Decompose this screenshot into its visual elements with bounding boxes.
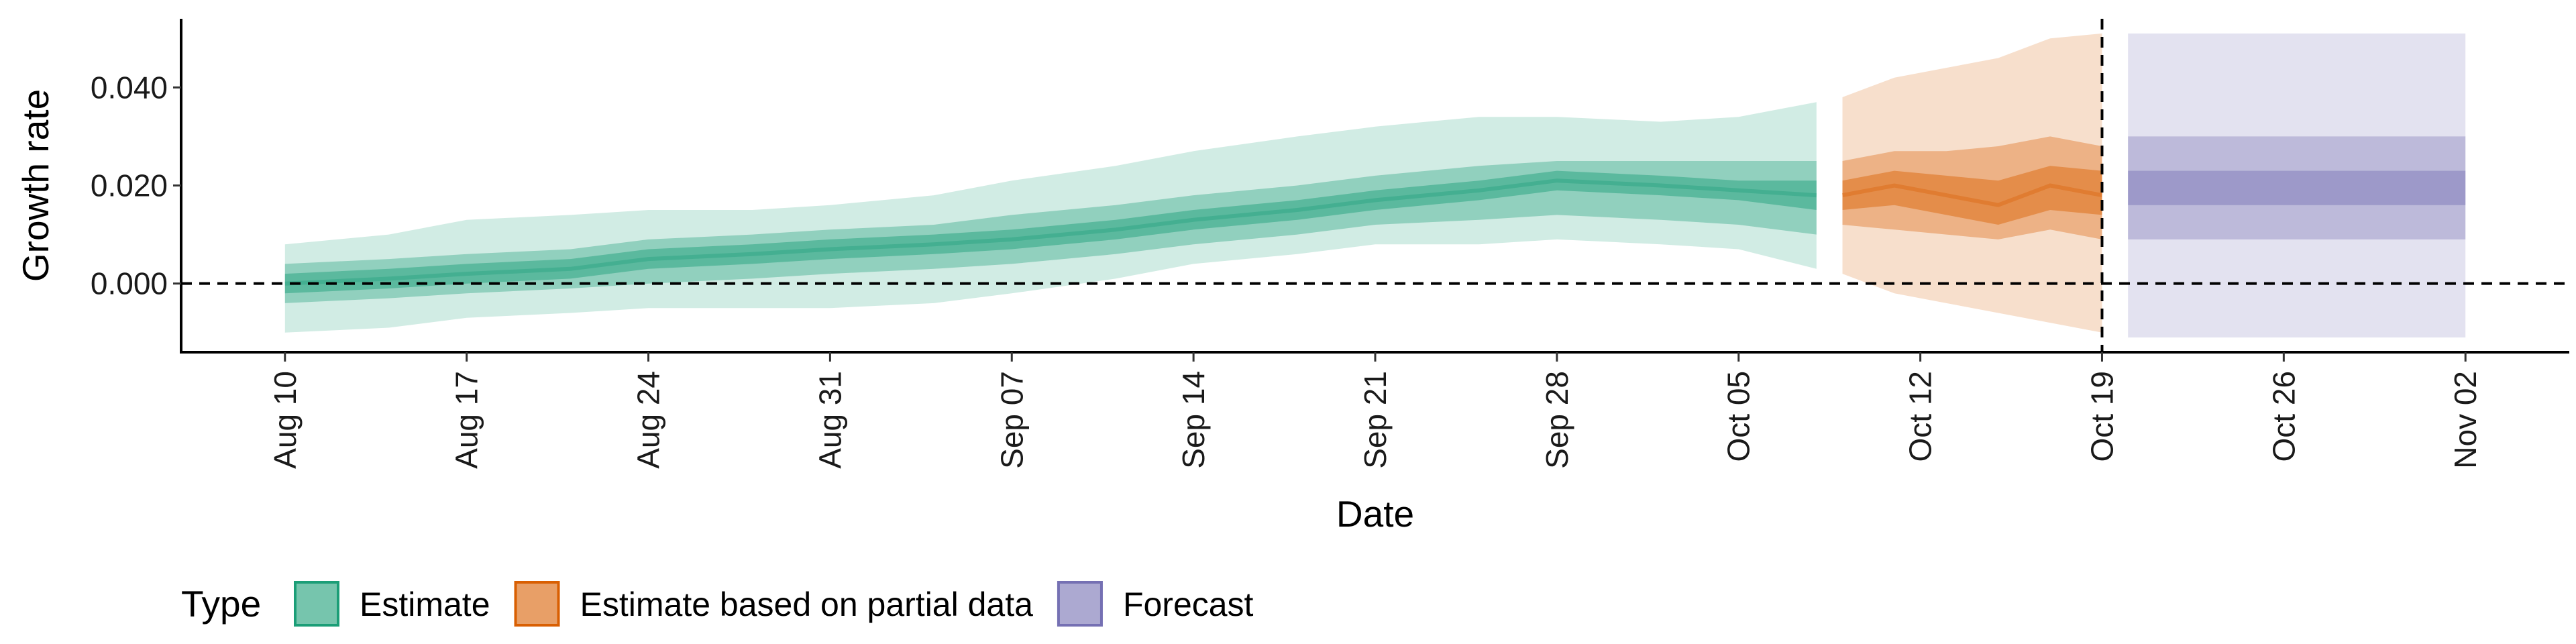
- forecast-band-50: [2128, 136, 2466, 239]
- y-tick-label: 0.000: [91, 266, 168, 301]
- legend-label-estimate: Estimate: [360, 586, 490, 623]
- estimate-band-20: [284, 170, 1817, 294]
- x-axis-title: Date: [1336, 493, 1414, 535]
- forecast-band-20: [2128, 170, 2466, 205]
- x-tick-label: Aug 17: [449, 371, 484, 469]
- x-tick-label: Aug 24: [631, 371, 666, 469]
- legend-label-forecast: Forecast: [1123, 586, 1254, 623]
- estimate-based-on-partial-data-band-50: [1842, 136, 2102, 239]
- legend-swatch-estimate-based-on-partial-data: [514, 581, 560, 627]
- y-tick-label: 0.040: [91, 70, 168, 105]
- x-tick-label: Aug 10: [268, 371, 303, 469]
- x-tick-label: Oct 26: [2266, 371, 2301, 462]
- legend-swatch-estimate: [294, 581, 339, 627]
- legend-label-estimate-based-on-partial-data: Estimate based on partial data: [580, 586, 1034, 623]
- estimate-median-line: [284, 178, 1817, 286]
- x-tick-label: Oct 05: [1721, 371, 1756, 462]
- y-axis-title: Growth rate: [15, 89, 56, 282]
- bands-layer: [284, 33, 2466, 338]
- estimate-based-on-partial-data-band-20: [1842, 166, 2102, 225]
- x-tick-label: Sep 28: [1540, 371, 1574, 469]
- x-tick-label: Oct 19: [2085, 371, 2120, 462]
- legend-title: Type: [181, 583, 261, 625]
- x-tick-label: Aug 31: [812, 371, 847, 469]
- legend-swatch-forecast: [1057, 581, 1103, 627]
- x-tick-label: Sep 07: [994, 371, 1029, 469]
- legend: Type Estimate Estimate based on partial d…: [181, 581, 1254, 627]
- x-tick-label: Sep 14: [1176, 371, 1211, 469]
- forecast-band-90: [2128, 33, 2466, 338]
- estimate-band-50: [284, 161, 1817, 303]
- x-tick-label: Sep 21: [1358, 371, 1393, 469]
- estimate-band-90: [284, 102, 1817, 333]
- tick-labels: 0.000 0.020 0.040 Aug 10 Aug 17 Aug 24 Aug 31 S…: [91, 70, 2483, 469]
- x-tick-label: Nov 02: [2448, 371, 2483, 469]
- estimate-based-on-partial-data-band-90: [1842, 33, 2102, 333]
- y-tick-label: 0.020: [91, 168, 168, 203]
- reference-lines: [181, 19, 2569, 352]
- x-tick-label: Oct 12: [1903, 371, 1938, 462]
- estimate-based-on-partial-data-median-line: [1841, 183, 2103, 207]
